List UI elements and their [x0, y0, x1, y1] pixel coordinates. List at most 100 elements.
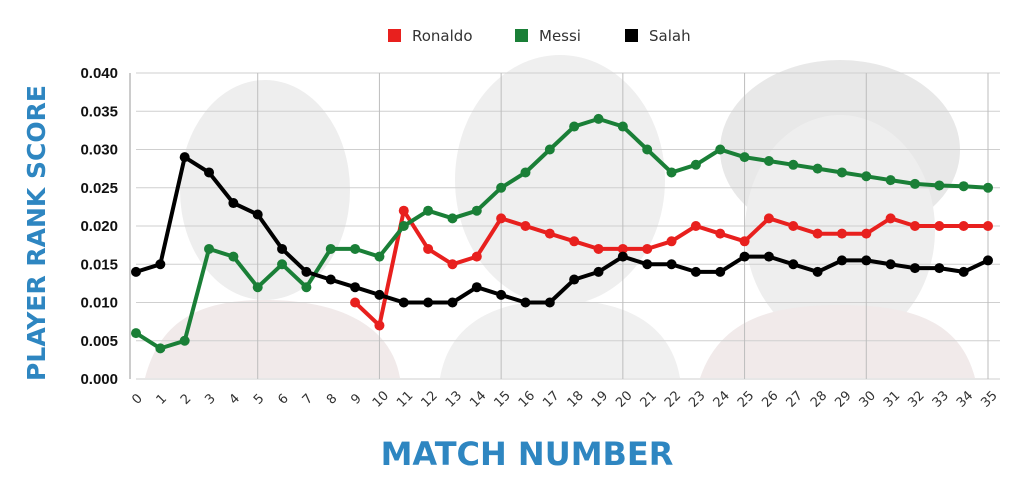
ronaldo-point — [398, 205, 409, 216]
ronaldo-point — [666, 236, 677, 247]
salah-point — [204, 167, 215, 178]
messi-point — [447, 213, 458, 224]
salah-point — [836, 255, 847, 266]
legend-label-salah: Salah — [649, 27, 691, 45]
messi-point — [617, 121, 628, 132]
ronaldo-point — [983, 221, 993, 231]
messi-point — [520, 167, 531, 178]
ronaldo-point — [544, 228, 555, 239]
salah-point — [983, 255, 993, 266]
x-tick-label: 8 — [324, 391, 340, 407]
messi-point — [958, 181, 969, 192]
series-points — [131, 113, 993, 354]
ronaldo-point — [788, 221, 799, 231]
y-axis-title: PLAYER RANK SCORE — [22, 85, 51, 381]
x-tick-label: 23 — [686, 388, 708, 410]
legend-label-messi: Messi — [539, 27, 581, 45]
salah-point — [642, 259, 653, 270]
salah-point — [690, 266, 701, 277]
ronaldo-point — [909, 221, 920, 231]
ronaldo-point — [812, 228, 823, 239]
x-tick-label: 33 — [930, 388, 952, 410]
y-tick-label: 0.015 — [80, 256, 118, 273]
salah-point — [228, 198, 239, 209]
ronaldo-point — [690, 221, 701, 231]
x-tick-label: 2 — [178, 391, 194, 407]
background-face-ronaldo — [180, 80, 350, 300]
salah-point — [569, 274, 580, 285]
messi-point — [398, 221, 409, 231]
ronaldo-point — [715, 228, 726, 239]
x-tick-label: 18 — [565, 388, 587, 410]
x-tick-label: 16 — [516, 388, 538, 410]
messi-point — [471, 205, 482, 216]
background-face-messi — [455, 55, 665, 305]
x-tick-label: 26 — [759, 388, 781, 410]
salah-point — [398, 297, 409, 308]
salah-point — [131, 266, 141, 277]
x-tick-label: 15 — [492, 388, 514, 410]
x-tick-label: 12 — [418, 388, 440, 410]
background-shoulders-salah — [700, 305, 975, 378]
messi-point — [909, 178, 920, 189]
ronaldo-point — [861, 228, 872, 239]
messi-point — [301, 282, 312, 293]
salah-point — [909, 263, 920, 274]
salah-point — [252, 209, 263, 220]
messi-point — [496, 182, 507, 193]
y-axis: 0.000 0.005 0.010 0.015 0.020 0.025 0.030 0.035… — [80, 65, 118, 388]
ronaldo-point — [423, 243, 434, 254]
x-tick-label: 13 — [443, 388, 465, 410]
ronaldo-point — [569, 236, 580, 247]
messi-point — [350, 243, 361, 254]
y-tick-label: 0.030 — [80, 142, 118, 159]
x-tick-label: 29 — [832, 388, 854, 410]
y-tick-label: 0.020 — [80, 218, 118, 235]
x-tick-label: 28 — [808, 388, 830, 410]
messi-point — [593, 113, 604, 124]
legend: Ronaldo Messi Salah — [388, 27, 691, 45]
y-tick-label: 0.000 — [80, 371, 118, 388]
ronaldo-point — [496, 213, 507, 224]
ronaldo-point — [642, 243, 653, 254]
ronaldo-point — [739, 236, 750, 247]
ronaldo-point — [350, 297, 361, 308]
messi-point — [155, 343, 166, 354]
messi-point — [277, 259, 288, 270]
x-tick-label: 30 — [857, 388, 879, 410]
messi-point — [739, 152, 750, 163]
ronaldo-point — [836, 228, 847, 239]
x-tick-label: 22 — [662, 388, 684, 410]
salah-point — [544, 297, 555, 308]
salah-point — [179, 152, 190, 163]
salah-point — [812, 266, 823, 277]
messi-point — [690, 159, 701, 170]
ronaldo-point — [617, 243, 628, 254]
salah-point — [666, 259, 677, 270]
x-axis-title: MATCH NUMBER — [381, 435, 674, 473]
x-tick-label: 25 — [735, 388, 757, 410]
salah-point — [861, 255, 872, 266]
ronaldo-point — [958, 221, 969, 231]
salah-point — [788, 259, 799, 270]
messi-point — [252, 282, 263, 293]
x-tick-label: 5 — [251, 391, 267, 407]
salah-point — [350, 282, 361, 293]
y-tick-label: 0.040 — [80, 65, 118, 82]
y-tick-label: 0.010 — [80, 295, 118, 312]
x-tick-label: 4 — [227, 391, 243, 407]
messi-point — [934, 180, 945, 191]
salah-point — [934, 263, 945, 274]
x-tick-label: 6 — [275, 391, 291, 407]
legend-label-ronaldo: Ronaldo — [412, 27, 473, 45]
x-tick-label: 17 — [540, 388, 562, 410]
messi-point — [374, 251, 385, 262]
x-tick-label: 7 — [300, 391, 316, 407]
salah-point — [496, 289, 507, 300]
ronaldo-point — [471, 251, 482, 262]
messi-point — [423, 205, 434, 216]
messi-point — [812, 163, 823, 174]
x-tick-label: 24 — [711, 388, 733, 410]
legend-swatch-salah — [625, 29, 638, 42]
salah-point — [763, 251, 774, 262]
